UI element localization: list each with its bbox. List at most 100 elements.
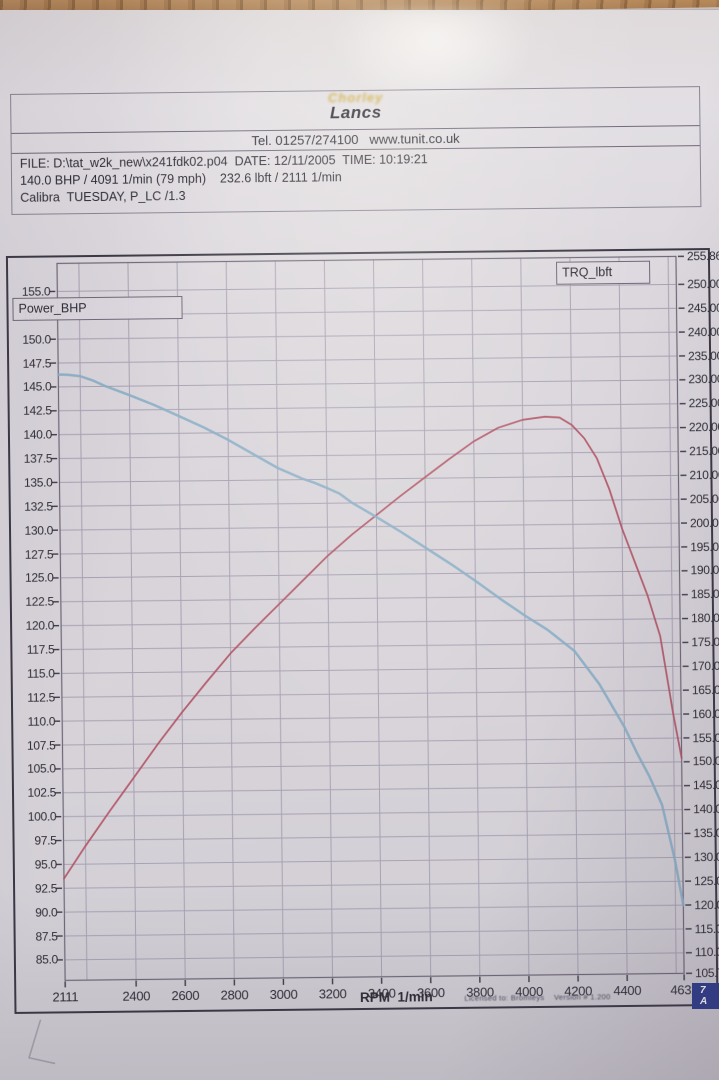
raxis-tick-label: 175.00 <box>691 634 719 650</box>
xaxis-tick-label: 2600 <box>171 987 200 1004</box>
raxis-tick-label: 165.00 <box>691 682 719 698</box>
raxis-tick-label: 140.00 <box>693 802 719 817</box>
raxis-tick-label: 150.00 <box>692 754 719 769</box>
gridline <box>127 262 137 980</box>
plot-area-border <box>56 255 685 981</box>
laxis-tick-label: 90.0 <box>35 905 58 920</box>
raxis-tick-label: 245.00 <box>687 300 719 316</box>
laxis-tick-label: 125.0 <box>24 570 54 586</box>
laxis-tick-label: 132.5 <box>24 499 53 514</box>
laxis-tick-label: 105.0 <box>27 761 56 777</box>
laxis-tick-label: 145.0 <box>22 379 52 395</box>
laxis-tick-label: 92.5 <box>34 881 58 896</box>
gridline <box>471 258 481 976</box>
gridline <box>63 856 683 865</box>
gridline <box>667 256 677 974</box>
laxis-tick-label: 85.0 <box>35 952 58 968</box>
laxis-tick-label: 120.0 <box>25 618 55 634</box>
laxis-tick-label: 130.0 <box>24 523 54 538</box>
laxis-tick-label: 140.0 <box>23 427 53 443</box>
raxis-tick-label: 155.00 <box>692 730 719 745</box>
legend-trq-lbft: TRQ_lbft <box>556 260 651 285</box>
gridline <box>569 257 579 975</box>
laxis-tick-label: 100.0 <box>27 809 57 825</box>
gridline <box>78 263 88 981</box>
gridline <box>63 809 683 818</box>
gridline <box>61 641 681 650</box>
gridline <box>62 713 682 722</box>
gridline <box>64 928 684 937</box>
gridline <box>60 546 680 555</box>
gridline <box>59 474 679 483</box>
printout-paper: Chorley Lancs Tel. 01257/274100 www.tuni… <box>0 10 719 1080</box>
gridline <box>60 594 680 603</box>
xaxis-tick-label: 2111 <box>52 989 79 1005</box>
raxis-tick-label: 235.00 <box>688 348 719 363</box>
dyno-chart: Power_BHP TRQ_lbft 155.0152.5150.0147.51… <box>5 248 719 1014</box>
laxis-tick-label: 137.5 <box>23 451 53 466</box>
gridline <box>372 259 383 977</box>
gridline <box>176 262 186 980</box>
gridline <box>274 260 284 978</box>
laxis-tick-label: 142.5 <box>23 403 52 419</box>
raxis-tick-label: 130.00 <box>693 849 719 865</box>
gridline <box>63 832 683 841</box>
watermark-badge: 7 A <box>692 983 719 1009</box>
printed-content: Chorley Lancs Tel. 01257/274100 www.tuni… <box>0 6 719 1080</box>
license-text: Licensed to: Bromleys Version # 1.200 <box>464 992 611 1003</box>
x-axis-title: RPM 1/min <box>359 989 433 1006</box>
paper-light-reflection <box>330 10 540 105</box>
peak-results-line: 140.0 BHP / 4091 1/min (79 mph) 232.6 lb… <box>19 170 342 188</box>
gridline <box>62 761 682 770</box>
raxis-tick-label: 195.00 <box>690 539 719 554</box>
gridline <box>58 355 678 364</box>
laxis-tick-label: 102.5 <box>27 785 57 801</box>
header-box: Tel. 01257/274100 www.tunit.co.uk FILE: … <box>10 86 702 215</box>
dyno-plot-svg <box>49 255 693 988</box>
raxis-tick-label: 105.70 <box>695 965 719 981</box>
raxis-tick-label: 210.00 <box>689 467 719 483</box>
raxis-tick-label: 185.00 <box>690 587 719 602</box>
raxis-tick-label: 240.00 <box>687 324 719 339</box>
gridline <box>64 952 684 961</box>
gridline <box>60 570 680 579</box>
raxis-tick-label: 145.00 <box>692 778 719 793</box>
file-date-time-line: FILE: D:\tat_w2k_new\x241fdk02.p04 DATE:… <box>19 152 428 171</box>
laxis-tick-label: 122.5 <box>25 594 54 610</box>
raxis-tick-label: 200.00 <box>689 515 719 530</box>
raxis-tick-label: 250.00 <box>687 276 719 292</box>
laxis-tick-label: 117.5 <box>26 642 55 657</box>
raxis-tick-label: 225.00 <box>688 396 719 411</box>
gridline <box>64 904 684 913</box>
vehicle-line: Calibra TUESDAY, P_LC /1.3 <box>20 188 186 205</box>
xaxis-tick-label: 3000 <box>269 986 298 1003</box>
gridline <box>618 257 628 975</box>
curve-trq_lbft <box>57 373 685 907</box>
gridline <box>62 737 682 746</box>
gridline <box>64 880 684 889</box>
raxis-tick-label: 135.00 <box>693 825 719 841</box>
laxis-tick-label: 135.0 <box>23 475 53 490</box>
raxis-tick-label: 125.00 <box>693 873 719 889</box>
gridline <box>57 331 677 340</box>
xaxis-tick-label: 2400 <box>122 988 151 1004</box>
gridline <box>422 259 432 977</box>
raxis-tick-label: 115.00 <box>694 921 719 936</box>
gridline <box>225 261 235 979</box>
raxis-tick-label: 180.00 <box>690 611 719 626</box>
raxis-tick-label: 230.00 <box>688 372 719 387</box>
gridline <box>61 665 681 674</box>
laxis-tick-label: 115.0 <box>26 666 55 681</box>
gridline <box>323 260 334 978</box>
raxis-tick-label: 120.00 <box>694 897 719 912</box>
raxis-tick-label: 190.00 <box>690 563 719 578</box>
laxis-tick-label: 97.5 <box>34 833 57 848</box>
raxis-tick-label: 215.00 <box>689 443 719 459</box>
raxis-tick-label: 110.00 <box>694 945 719 960</box>
laxis-tick-label: 147.5 <box>22 356 52 371</box>
laxis-tick-label: 127.5 <box>24 547 54 562</box>
paper-corner-mark <box>28 1019 56 1065</box>
laxis-tick-label: 95.0 <box>34 857 57 872</box>
laxis-tick-label: 150.0 <box>22 332 51 347</box>
